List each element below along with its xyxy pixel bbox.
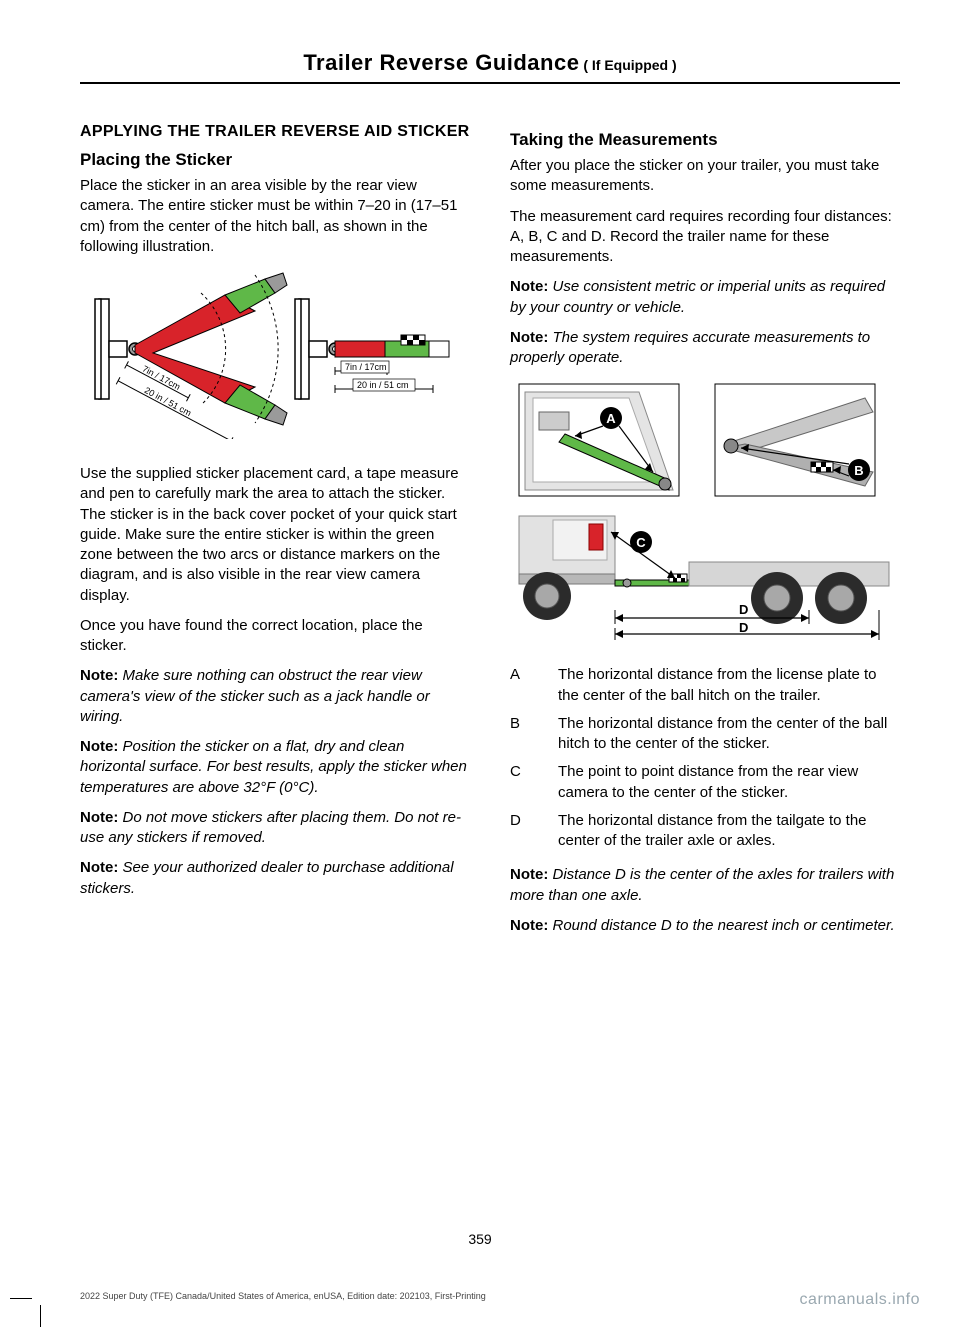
note-label: Note: (80, 809, 118, 826)
sub-heading-measurements: Taking the Measurements (510, 130, 900, 150)
note-text: Note: Use consistent metric or imperial … (510, 277, 900, 318)
header-subtitle: ( If Equipped ) (579, 57, 676, 73)
note-text: Note: Do not move stickers after placing… (80, 808, 470, 849)
def-text: The horizontal distance from the center … (558, 714, 900, 755)
callout-b: B (854, 463, 863, 478)
crop-mark-icon (10, 1277, 50, 1327)
note-label: Note: (510, 866, 548, 883)
note-text: Note: Make sure nothing can obstruct the… (80, 666, 470, 727)
def-letter: A (510, 665, 558, 706)
def-letter: B (510, 714, 558, 755)
note-label: Note: (510, 278, 548, 295)
definition-row: D The horizontal distance from the tailg… (510, 811, 900, 852)
callout-d2: D (739, 620, 748, 635)
note-text: Note: Position the sticker on a flat, dr… (80, 737, 470, 798)
note-label: Note: (80, 859, 118, 876)
callout-c: C (636, 535, 646, 550)
definition-list: A The horizontal distance from the licen… (510, 665, 900, 851)
body-paragraph: After you place the sticker on your trai… (510, 156, 900, 197)
note-text: Note: Distance D is the center of the ax… (510, 865, 900, 906)
note-text: Note: See your authorized dealer to purc… (80, 858, 470, 899)
page-header: Trailer Reverse Guidance ( If Equipped ) (80, 50, 900, 84)
note-label: Note: (80, 667, 118, 684)
left-column: APPLYING THE TRAILER REVERSE AID STICKER… (80, 122, 470, 946)
right-column: Taking the Measurements After you place … (510, 122, 900, 946)
label-20in: 20 in / 51 cm (143, 385, 193, 418)
def-text: The horizontal distance from the license… (558, 665, 900, 706)
def-text: The point to point distance from the rea… (558, 762, 900, 803)
sub-heading-placing: Placing the Sticker (80, 150, 470, 170)
note-label: Note: (510, 329, 548, 346)
body-paragraph: The measurement card requires recording … (510, 207, 900, 268)
body-paragraph: Use the supplied sticker placement card,… (80, 464, 470, 606)
definition-row: A The horizontal distance from the licen… (510, 665, 900, 706)
body-paragraph: Place the sticker in an area visible by … (80, 176, 470, 257)
note-label: Note: (80, 738, 118, 755)
definition-row: B The horizontal distance from the cente… (510, 714, 900, 755)
label-20in-b: 20 in / 51 cm (357, 380, 409, 390)
callout-d1: D (739, 602, 748, 617)
note-text: Note: The system requires accurate measu… (510, 328, 900, 369)
note-label: Note: (510, 917, 548, 934)
body-paragraph: Once you have found the correct location… (80, 616, 470, 657)
note-text: Note: Round distance D to the nearest in… (510, 916, 900, 936)
footer-watermark: carmanuals.info (800, 1291, 920, 1309)
sticker-placement-diagram: 7in / 17cm 20 in / 51 cm (80, 269, 470, 444)
measurements-diagram: A (510, 380, 900, 645)
definition-row: C The point to point distance from the r… (510, 762, 900, 803)
page-number: 359 (0, 1231, 960, 1247)
footer-edition: 2022 Super Duty (TFE) Canada/United Stat… (80, 1291, 486, 1301)
def-letter: C (510, 762, 558, 803)
label-7in-b: 7in / 17cm (345, 362, 387, 372)
callout-a: A (606, 411, 616, 426)
header-title: Trailer Reverse Guidance (303, 50, 579, 75)
section-heading-apply: APPLYING THE TRAILER REVERSE AID STICKER (80, 122, 470, 142)
def-letter: D (510, 811, 558, 852)
def-text: The horizontal distance from the tailgat… (558, 811, 900, 852)
